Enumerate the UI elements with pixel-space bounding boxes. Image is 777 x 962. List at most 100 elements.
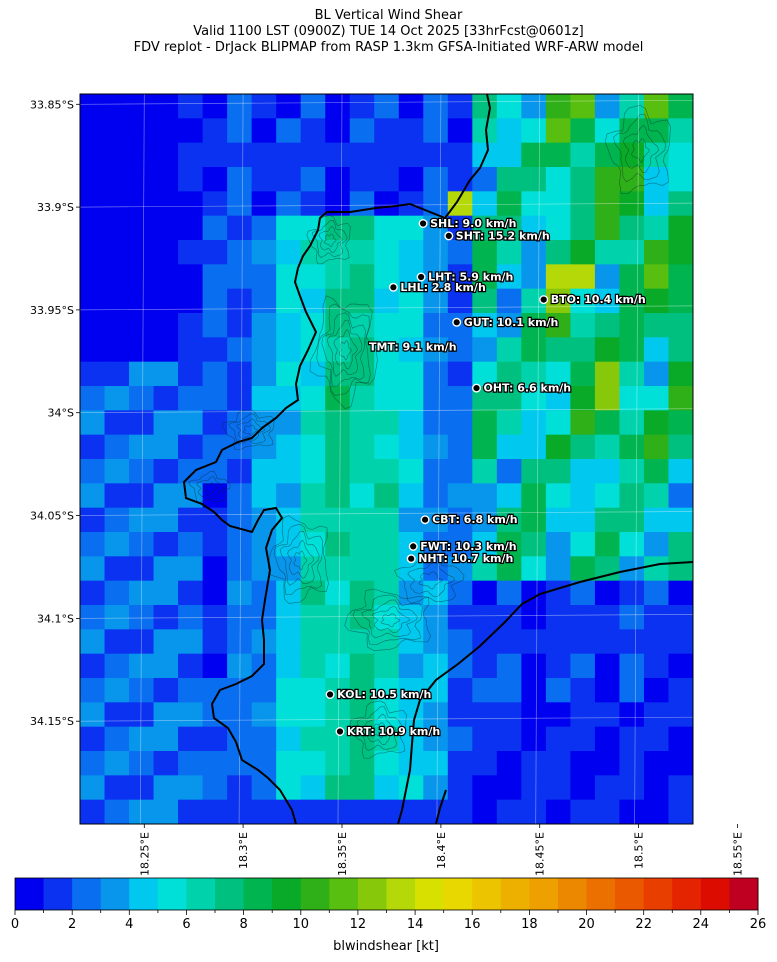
colorbar-tick-label: 10 xyxy=(293,917,310,932)
station-label: KRT: 10.9 km/h xyxy=(347,725,440,738)
colorbar-tick-label: 20 xyxy=(578,917,595,932)
colorbar-swatch xyxy=(72,878,102,910)
colorbar-tick-label: 2 xyxy=(68,917,76,932)
station-lhl: LHL: 2.8 km/h xyxy=(388,280,487,295)
station-marker xyxy=(325,690,335,700)
colorbar-tick-label: 12 xyxy=(350,917,367,932)
colorbar-swatch xyxy=(186,878,216,910)
station-sht: SHT: 15.2 km/h xyxy=(444,228,551,244)
colorbar-swatch xyxy=(729,878,759,910)
colorbar-swatch xyxy=(215,878,245,910)
colorbar-swatch xyxy=(357,878,387,910)
colorbar-swatch xyxy=(43,878,73,910)
lon-tick-label: 18.35°E xyxy=(336,832,349,876)
lon-tick-label: 18.4°E xyxy=(435,832,448,869)
coastline-east-bay xyxy=(397,561,693,824)
station-lht: LHT: 5.9 km/h xyxy=(416,269,515,285)
station-label: GUT: 10.1 km/h xyxy=(464,316,559,329)
station-marker xyxy=(406,554,416,564)
station-gut: GUT: 10.1 km/h xyxy=(452,315,560,330)
colorbar-swatch xyxy=(157,878,187,910)
station-marker xyxy=(408,541,418,551)
graticule-lines xyxy=(80,94,693,824)
station-bto: BTO: 10.4 km/h xyxy=(539,292,647,307)
coastline-west xyxy=(182,94,492,824)
lat-tick-label: 33.9°S xyxy=(37,201,74,214)
colorbar-swatch xyxy=(672,878,702,910)
title-line-1: BL Vertical Wind Shear xyxy=(314,8,463,23)
station-shl: SHL: 9.0 km/h xyxy=(418,216,518,231)
station-label: TMT: 9.1 km/h xyxy=(369,340,457,353)
station-label: SHL: 9.0 km/h xyxy=(430,217,516,230)
station-cbt: CBT: 6.8 km/h xyxy=(420,512,519,527)
station-marker xyxy=(420,515,430,525)
colorbar-swatch xyxy=(500,878,530,910)
lat-tick-label: 33.95°S xyxy=(30,304,74,317)
colorbar-tick-label: 0 xyxy=(11,917,19,932)
colorbar-swatch xyxy=(329,878,359,910)
colorbar-swatch xyxy=(415,878,445,910)
station-label: LHT: 5.9 km/h xyxy=(428,271,513,284)
station-marker xyxy=(418,218,428,228)
colorbar-tick-label: 6 xyxy=(182,917,190,932)
coastline xyxy=(182,94,693,824)
colorbar-swatch xyxy=(615,878,645,910)
colorbar-swatch xyxy=(557,878,588,910)
colorbar-ticks: 0 2 4 6 8 10 12 14 16 18 20 22 24 26 xyxy=(11,910,766,932)
station-marker xyxy=(416,272,426,282)
colorbar-tick-label: 24 xyxy=(693,917,710,932)
colorbar-tick-label: 8 xyxy=(239,917,247,932)
longitude-axis: 18.25°E 18.3°E 18.35°E 18.4°E 18.45°E 18.5°E 1… xyxy=(138,824,745,876)
colorbar-border xyxy=(14,877,759,911)
station-marker xyxy=(452,317,462,327)
colorbar-swatch xyxy=(100,878,130,910)
latitude-axis: 33.85°S 33.9°S 33.95°S 34°S 34.05°S 34.1°S 34.… xyxy=(30,98,80,728)
station-krt: KRT: 10.9 km/h xyxy=(335,724,441,739)
lat-tick-label: 33.85°S xyxy=(30,98,74,111)
station-label: KOL: 10.5 km/h xyxy=(337,688,431,701)
colorbar-swatch xyxy=(586,878,616,910)
lon-tick-label: 18.45°E xyxy=(534,832,547,876)
lat-tick-label: 34.1°S xyxy=(37,612,74,625)
terrain-contours xyxy=(188,104,671,759)
lat-tick-label: 34.15°S xyxy=(30,715,74,728)
lat-tick-label: 34.05°S xyxy=(30,510,74,523)
colorbar-swatch xyxy=(443,878,473,910)
lat-tick-label: 34°S xyxy=(48,407,74,420)
colorbar-swatch xyxy=(529,878,559,910)
colorbar-tick-label: 14 xyxy=(407,917,424,932)
station-label: BTO: 10.4 km/h xyxy=(551,293,646,306)
lon-tick-label: 18.55°E xyxy=(732,832,745,876)
station-label: NHT: 10.7 km/h xyxy=(418,552,513,565)
colorbar-swatch xyxy=(700,878,730,910)
station-label: CBT: 6.8 km/h xyxy=(432,513,518,526)
colorbar-tick-label: 16 xyxy=(464,917,481,932)
colorbar-swatch xyxy=(643,878,673,910)
station-label: SHT: 15.2 km/h xyxy=(456,229,550,242)
lon-tick-label: 18.5°E xyxy=(633,832,646,869)
station-fwt: FWT: 10.3 km/h xyxy=(408,539,518,554)
colorbar-label: blwindshear [kt] xyxy=(333,939,439,954)
colorbar-swatch xyxy=(472,878,502,910)
chart-title: BL Vertical Wind Shear Valid 1100 LST (0… xyxy=(0,8,777,56)
colorbar-tick-label: 26 xyxy=(750,917,767,932)
colorbar-swatches xyxy=(15,878,759,910)
colorbar-tick-label: 18 xyxy=(521,917,538,932)
station-marker xyxy=(335,727,345,737)
station-marker xyxy=(472,383,482,393)
station-kol: KOL: 10.5 km/h xyxy=(325,687,433,702)
map-border xyxy=(79,93,694,825)
cape-flats-line xyxy=(435,789,447,824)
station-nht: NHT: 10.7 km/h xyxy=(406,551,515,566)
colorbar-tick-label: 4 xyxy=(125,917,133,932)
colorbar-swatch xyxy=(129,878,159,910)
title-line-2: Valid 1100 LST (0900Z) TUE 14 Oct 2025 [… xyxy=(193,24,584,39)
colorbar-swatch xyxy=(300,878,330,910)
colorbar-swatch xyxy=(15,878,45,910)
lon-tick-label: 18.3°E xyxy=(237,832,250,869)
station-label: LHL: 2.8 km/h xyxy=(400,281,485,294)
station-oht: OHT: 6.6 km/h xyxy=(472,380,572,396)
